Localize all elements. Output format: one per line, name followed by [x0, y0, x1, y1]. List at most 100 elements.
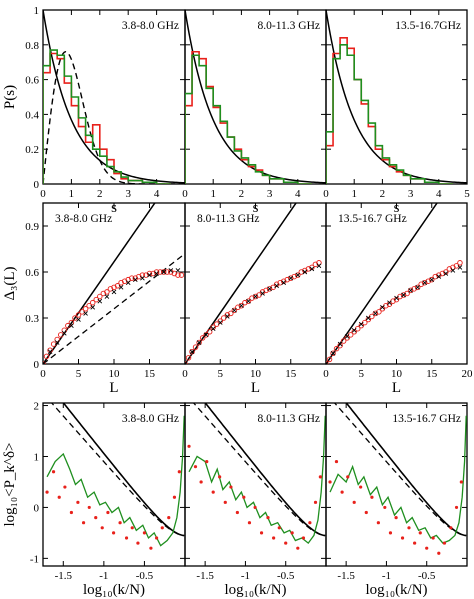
data-point-red — [211, 490, 215, 494]
data-point-black — [47, 349, 53, 355]
y-tick-label: 0.3 — [25, 313, 39, 325]
panel-label: 3.8-8.0 GHz — [122, 413, 179, 425]
y-tick-label: -1 — [30, 553, 39, 565]
data-point-red — [189, 348, 195, 355]
x-tick-label: 1 — [69, 188, 75, 200]
y-axis-label: log₁₀<P_k^δ> — [2, 443, 18, 527]
data-point-black — [232, 308, 237, 313]
x-tick-label: -1.5 — [196, 570, 214, 582]
data-point-red — [284, 541, 288, 545]
data-point-red — [386, 301, 393, 307]
data-point-red — [68, 319, 75, 326]
data-point-red — [238, 302, 245, 309]
panel-axes: 0 5 10 15 20 — [323, 202, 473, 380]
data-point-red — [193, 465, 198, 469]
data-point-red — [231, 307, 238, 314]
data-point-black — [295, 272, 301, 278]
data-point-red — [167, 516, 171, 520]
data-point-black — [118, 285, 124, 290]
data-point-red — [65, 322, 71, 329]
data-point-red — [61, 327, 68, 334]
data-point-red — [160, 526, 164, 530]
data-point-red — [247, 521, 252, 525]
data-point-black — [351, 327, 357, 333]
spectrum-green — [329, 415, 467, 544]
panel-plot — [326, 10, 467, 184]
data-point-black — [302, 269, 308, 275]
data-point-black — [54, 340, 60, 345]
data-point-red — [54, 336, 60, 343]
theory-solid — [62, 403, 185, 537]
x-tick-label: 3 — [267, 188, 273, 200]
data-point-red — [334, 459, 339, 464]
data-point-red — [333, 345, 340, 352]
x-tick-label: -0.5 — [136, 570, 154, 582]
x-tick-label: -1 — [99, 570, 108, 582]
data-point-red — [425, 546, 429, 550]
data-point-black — [443, 271, 449, 276]
theory-dashed — [50, 403, 185, 537]
data-point-red — [130, 526, 134, 530]
data-point-black — [224, 314, 230, 319]
data-point-black — [267, 286, 272, 292]
data-point-black — [43, 361, 46, 364]
data-point-red — [301, 536, 306, 540]
panel-plot — [185, 203, 322, 364]
data-point-red — [196, 339, 202, 346]
data-point-black — [260, 291, 265, 296]
data-point-red — [82, 306, 89, 312]
data-point-red — [388, 531, 393, 535]
data-point-red — [344, 335, 350, 341]
data-point-red — [178, 272, 185, 278]
x-tick-label: 2 — [239, 188, 245, 200]
data-point-black — [281, 280, 287, 286]
data-point-black — [387, 300, 392, 305]
data-point-black — [203, 332, 209, 338]
data-point-red — [330, 350, 336, 357]
panel-axes: -1.5 -1 -0.5 — [325, 402, 468, 582]
data-point-red — [206, 329, 213, 335]
data-point-red — [69, 510, 73, 515]
data-point-black — [140, 275, 145, 281]
data-point-red — [313, 500, 318, 504]
theory-dashed — [192, 403, 326, 537]
data-point-red — [149, 546, 153, 550]
wigner-curve — [43, 50, 185, 184]
data-point-red — [370, 495, 374, 499]
panel-plot — [43, 203, 185, 364]
y-tick-label: 0 — [34, 179, 40, 191]
data-point-red — [160, 269, 167, 275]
data-point-red — [136, 541, 140, 545]
data-point-red — [442, 541, 447, 545]
data-point-red — [205, 459, 209, 464]
panel-plot — [187, 403, 326, 550]
data-point-red — [63, 485, 67, 489]
poisson-curve — [43, 10, 185, 184]
panel-plot — [326, 203, 463, 364]
data-point-red — [400, 536, 405, 540]
data-point-red — [326, 356, 333, 363]
data-point-red — [290, 531, 294, 535]
data-point-red — [272, 536, 276, 540]
data-point-black — [380, 304, 385, 310]
x-tick-label: 10 — [250, 368, 262, 380]
data-point-red — [454, 505, 459, 510]
data-point-black — [415, 285, 420, 290]
data-point-red — [199, 480, 203, 484]
data-point-black — [344, 334, 350, 339]
data-point-red — [379, 306, 386, 312]
data-point-black — [111, 289, 117, 295]
data-point-red — [266, 516, 270, 520]
panel-label: 8.0-11.3 GHz — [197, 213, 260, 225]
data-point-black — [97, 298, 103, 304]
y-tick-label: 0.2 — [25, 144, 39, 156]
panel-label: 13.5-16.7GHz — [395, 20, 461, 32]
y-tick-label: 1 — [34, 5, 40, 17]
x-tick-label: 0 — [40, 188, 46, 200]
histogram-green — [326, 44, 453, 184]
data-point-black — [429, 277, 435, 282]
data-point-red — [295, 272, 301, 278]
data-point-black — [330, 350, 336, 356]
data-point-black — [457, 265, 463, 270]
